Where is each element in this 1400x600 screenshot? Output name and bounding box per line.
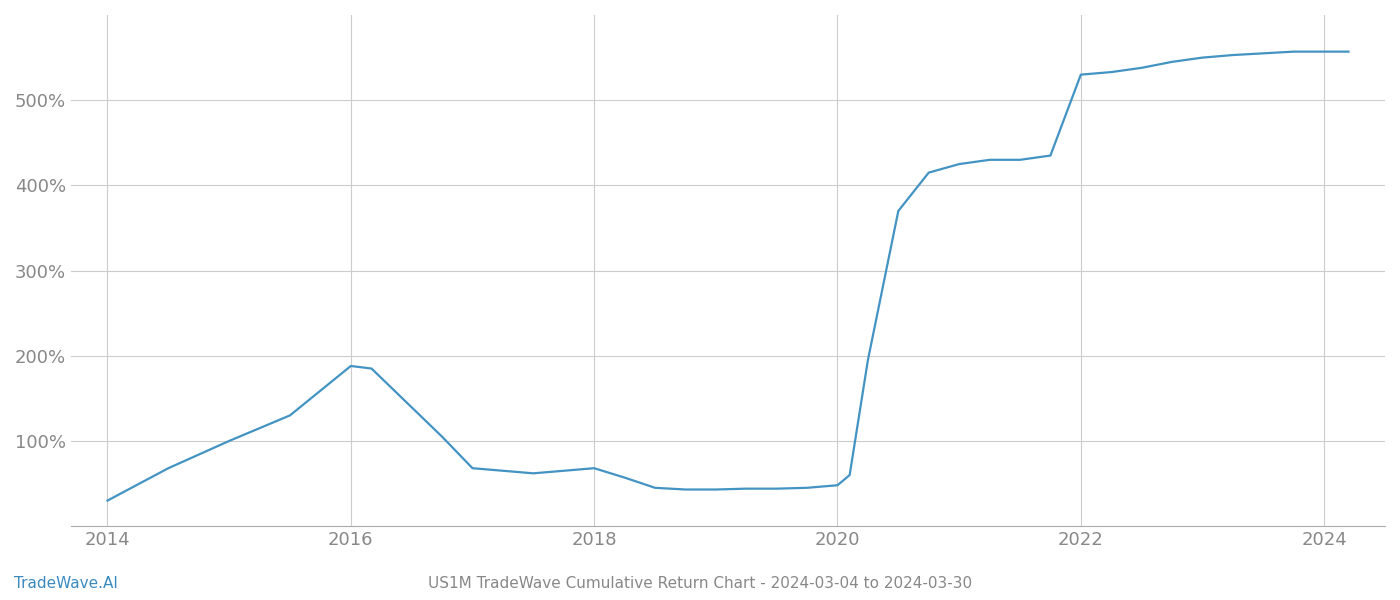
Text: US1M TradeWave Cumulative Return Chart - 2024-03-04 to 2024-03-30: US1M TradeWave Cumulative Return Chart -… bbox=[428, 576, 972, 591]
Text: TradeWave.AI: TradeWave.AI bbox=[14, 576, 118, 591]
